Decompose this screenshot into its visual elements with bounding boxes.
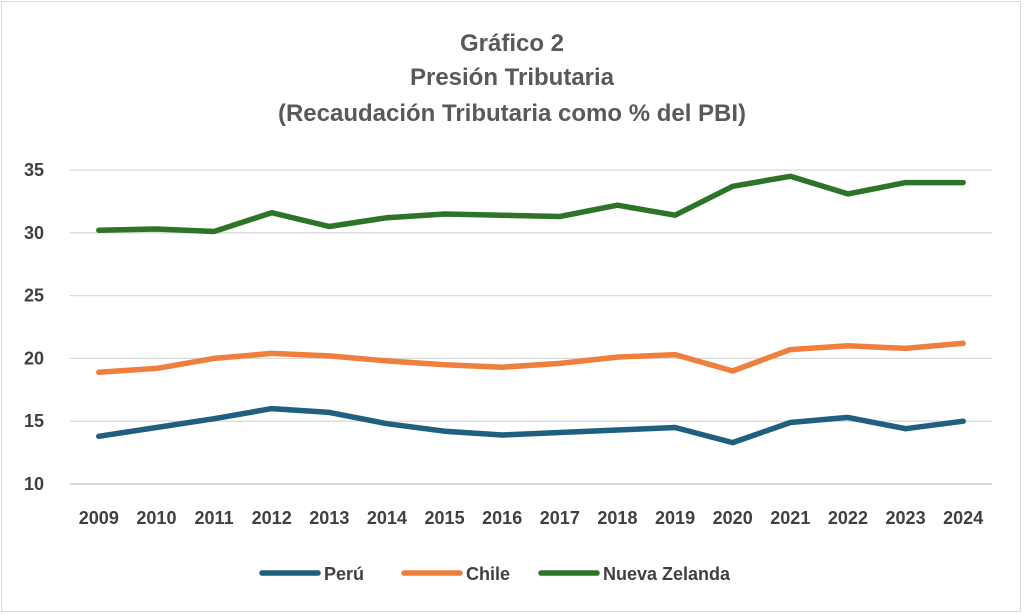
x-tick-label: 2011 bbox=[195, 508, 234, 528]
data-point bbox=[442, 211, 447, 216]
legend: Perú Chile Nueva Zelanda bbox=[259, 564, 731, 584]
data-point bbox=[903, 180, 908, 185]
data-point bbox=[557, 430, 562, 435]
data-point bbox=[961, 180, 966, 185]
data-point bbox=[673, 425, 678, 430]
chart-title: Gráfico 2 bbox=[459, 30, 565, 57]
y-tick-label: 35 bbox=[24, 160, 44, 180]
series-line-nueva-zelanda bbox=[96, 173, 966, 235]
data-point bbox=[730, 440, 735, 445]
data-point bbox=[212, 356, 217, 361]
x-tick-label: 2018 bbox=[597, 508, 637, 528]
chart-subtitle: Presión Tributaria bbox=[409, 64, 615, 91]
data-point bbox=[327, 353, 332, 358]
data-point bbox=[96, 228, 101, 233]
legend-label: Perú bbox=[324, 564, 364, 584]
series-line-chile bbox=[96, 340, 966, 375]
data-point bbox=[500, 213, 505, 218]
data-point bbox=[327, 410, 332, 415]
x-tick-label: 2012 bbox=[252, 508, 292, 528]
data-point bbox=[212, 229, 217, 234]
data-point bbox=[500, 365, 505, 370]
data-point bbox=[903, 426, 908, 431]
data-point bbox=[269, 210, 274, 215]
data-point bbox=[269, 351, 274, 356]
data-point bbox=[845, 343, 850, 348]
x-tick-label: 2021 bbox=[770, 508, 810, 528]
y-axis-ticks: 10 15 20 25 30 35 bbox=[24, 160, 44, 494]
data-point bbox=[615, 203, 620, 208]
data-point bbox=[327, 224, 332, 229]
data-point bbox=[788, 174, 793, 179]
data-point bbox=[730, 184, 735, 189]
data-point bbox=[615, 427, 620, 432]
data-point bbox=[788, 347, 793, 352]
data-point bbox=[903, 346, 908, 351]
data-point bbox=[154, 425, 159, 430]
data-point bbox=[557, 214, 562, 219]
x-tick-label: 2023 bbox=[886, 508, 926, 528]
data-point bbox=[212, 416, 217, 421]
data-point bbox=[500, 433, 505, 438]
y-tick-label: 15 bbox=[24, 411, 44, 431]
x-axis-ticks: 2009 2010 2011 2012 2013 2014 2015 2016 2017 2018… bbox=[79, 508, 983, 528]
data-point bbox=[442, 429, 447, 434]
data-point bbox=[384, 358, 389, 363]
x-tick-label: 2017 bbox=[540, 508, 580, 528]
series-lines bbox=[96, 173, 966, 446]
chart-subtitle-units: (Recaudación Tributaria como % del PBI) bbox=[277, 100, 747, 127]
x-tick-label: 2009 bbox=[79, 508, 119, 528]
legend-label: Nueva Zelanda bbox=[603, 564, 731, 584]
data-point bbox=[845, 191, 850, 196]
data-point bbox=[615, 355, 620, 360]
legend-label: Chile bbox=[466, 564, 510, 584]
series-line-perú bbox=[96, 405, 966, 446]
x-tick-label: 2019 bbox=[655, 508, 695, 528]
x-tick-label: 2014 bbox=[367, 508, 407, 528]
data-point bbox=[96, 434, 101, 439]
data-point bbox=[673, 213, 678, 218]
data-point bbox=[961, 341, 966, 346]
data-point bbox=[384, 421, 389, 426]
x-tick-label: 2015 bbox=[425, 508, 465, 528]
data-point bbox=[673, 352, 678, 357]
data-point bbox=[384, 215, 389, 220]
data-point bbox=[96, 370, 101, 375]
y-tick-label: 20 bbox=[24, 348, 44, 368]
data-point bbox=[961, 419, 966, 424]
x-tick-label: 2013 bbox=[309, 508, 349, 528]
data-point bbox=[557, 361, 562, 366]
data-point bbox=[269, 406, 274, 411]
x-tick-label: 2020 bbox=[713, 508, 753, 528]
x-tick-label: 2010 bbox=[136, 508, 176, 528]
data-point bbox=[730, 368, 735, 373]
x-tick-label: 2016 bbox=[482, 508, 522, 528]
x-tick-label: 2024 bbox=[943, 508, 983, 528]
y-tick-label: 25 bbox=[24, 286, 44, 306]
y-tick-label: 10 bbox=[24, 474, 44, 494]
data-point bbox=[845, 415, 850, 420]
data-point bbox=[442, 362, 447, 367]
data-point bbox=[788, 420, 793, 425]
data-point bbox=[154, 227, 159, 232]
x-tick-label: 2022 bbox=[828, 508, 868, 528]
data-point bbox=[154, 366, 159, 371]
y-tick-label: 30 bbox=[24, 223, 44, 243]
